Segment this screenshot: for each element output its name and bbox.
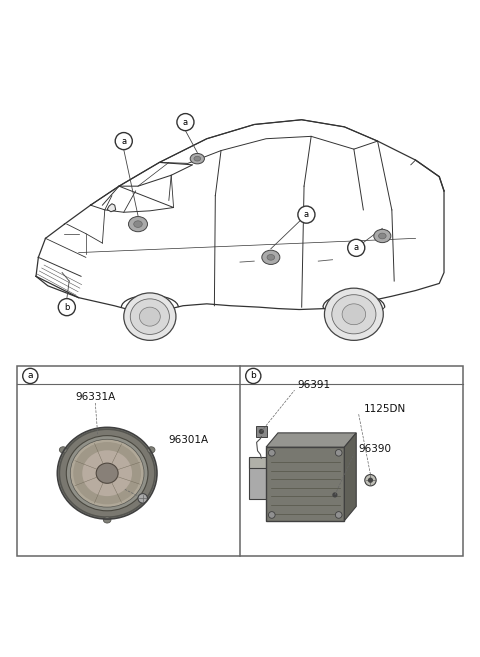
Circle shape xyxy=(58,299,75,316)
Bar xyxy=(250,458,268,499)
Ellipse shape xyxy=(129,217,147,232)
Ellipse shape xyxy=(60,447,67,453)
Ellipse shape xyxy=(60,429,155,517)
Ellipse shape xyxy=(130,299,169,334)
Ellipse shape xyxy=(324,288,384,340)
Ellipse shape xyxy=(267,254,275,260)
Circle shape xyxy=(268,512,275,518)
Ellipse shape xyxy=(70,440,144,507)
Circle shape xyxy=(365,474,376,486)
Polygon shape xyxy=(107,204,116,212)
Ellipse shape xyxy=(73,442,141,505)
Text: 1125DN: 1125DN xyxy=(363,404,406,414)
Circle shape xyxy=(115,133,132,150)
Text: 96331A: 96331A xyxy=(75,392,115,402)
Text: a: a xyxy=(304,210,309,219)
Text: 96391: 96391 xyxy=(297,380,330,390)
Circle shape xyxy=(369,478,372,482)
Circle shape xyxy=(177,114,194,131)
Text: a: a xyxy=(121,137,126,146)
Ellipse shape xyxy=(194,156,201,161)
Text: a: a xyxy=(183,118,188,127)
Bar xyxy=(256,426,267,437)
Ellipse shape xyxy=(342,304,366,325)
Ellipse shape xyxy=(96,463,118,484)
Bar xyxy=(17,367,463,556)
Text: 96301A: 96301A xyxy=(169,435,209,445)
Circle shape xyxy=(23,369,38,384)
Circle shape xyxy=(298,206,315,223)
Ellipse shape xyxy=(190,154,204,164)
Circle shape xyxy=(260,430,263,434)
Circle shape xyxy=(333,493,337,497)
Ellipse shape xyxy=(139,307,160,326)
Polygon shape xyxy=(266,433,356,447)
Ellipse shape xyxy=(332,295,376,334)
Ellipse shape xyxy=(124,293,176,340)
Text: a: a xyxy=(27,371,33,380)
Ellipse shape xyxy=(57,427,157,519)
Ellipse shape xyxy=(103,517,111,523)
Bar xyxy=(250,457,278,468)
Text: b: b xyxy=(64,303,70,311)
Circle shape xyxy=(246,369,261,384)
Ellipse shape xyxy=(374,229,391,242)
Circle shape xyxy=(336,512,342,518)
Bar xyxy=(266,447,344,520)
Ellipse shape xyxy=(147,447,155,453)
Circle shape xyxy=(138,493,147,503)
Ellipse shape xyxy=(262,250,280,265)
Circle shape xyxy=(268,449,275,456)
Text: 96390: 96390 xyxy=(359,444,392,454)
Ellipse shape xyxy=(134,221,142,227)
Text: a: a xyxy=(354,243,359,252)
Ellipse shape xyxy=(379,233,386,239)
Polygon shape xyxy=(344,433,356,520)
Circle shape xyxy=(348,239,365,256)
Ellipse shape xyxy=(82,450,132,496)
Ellipse shape xyxy=(66,436,148,510)
Text: b: b xyxy=(251,371,256,380)
Circle shape xyxy=(336,449,342,456)
